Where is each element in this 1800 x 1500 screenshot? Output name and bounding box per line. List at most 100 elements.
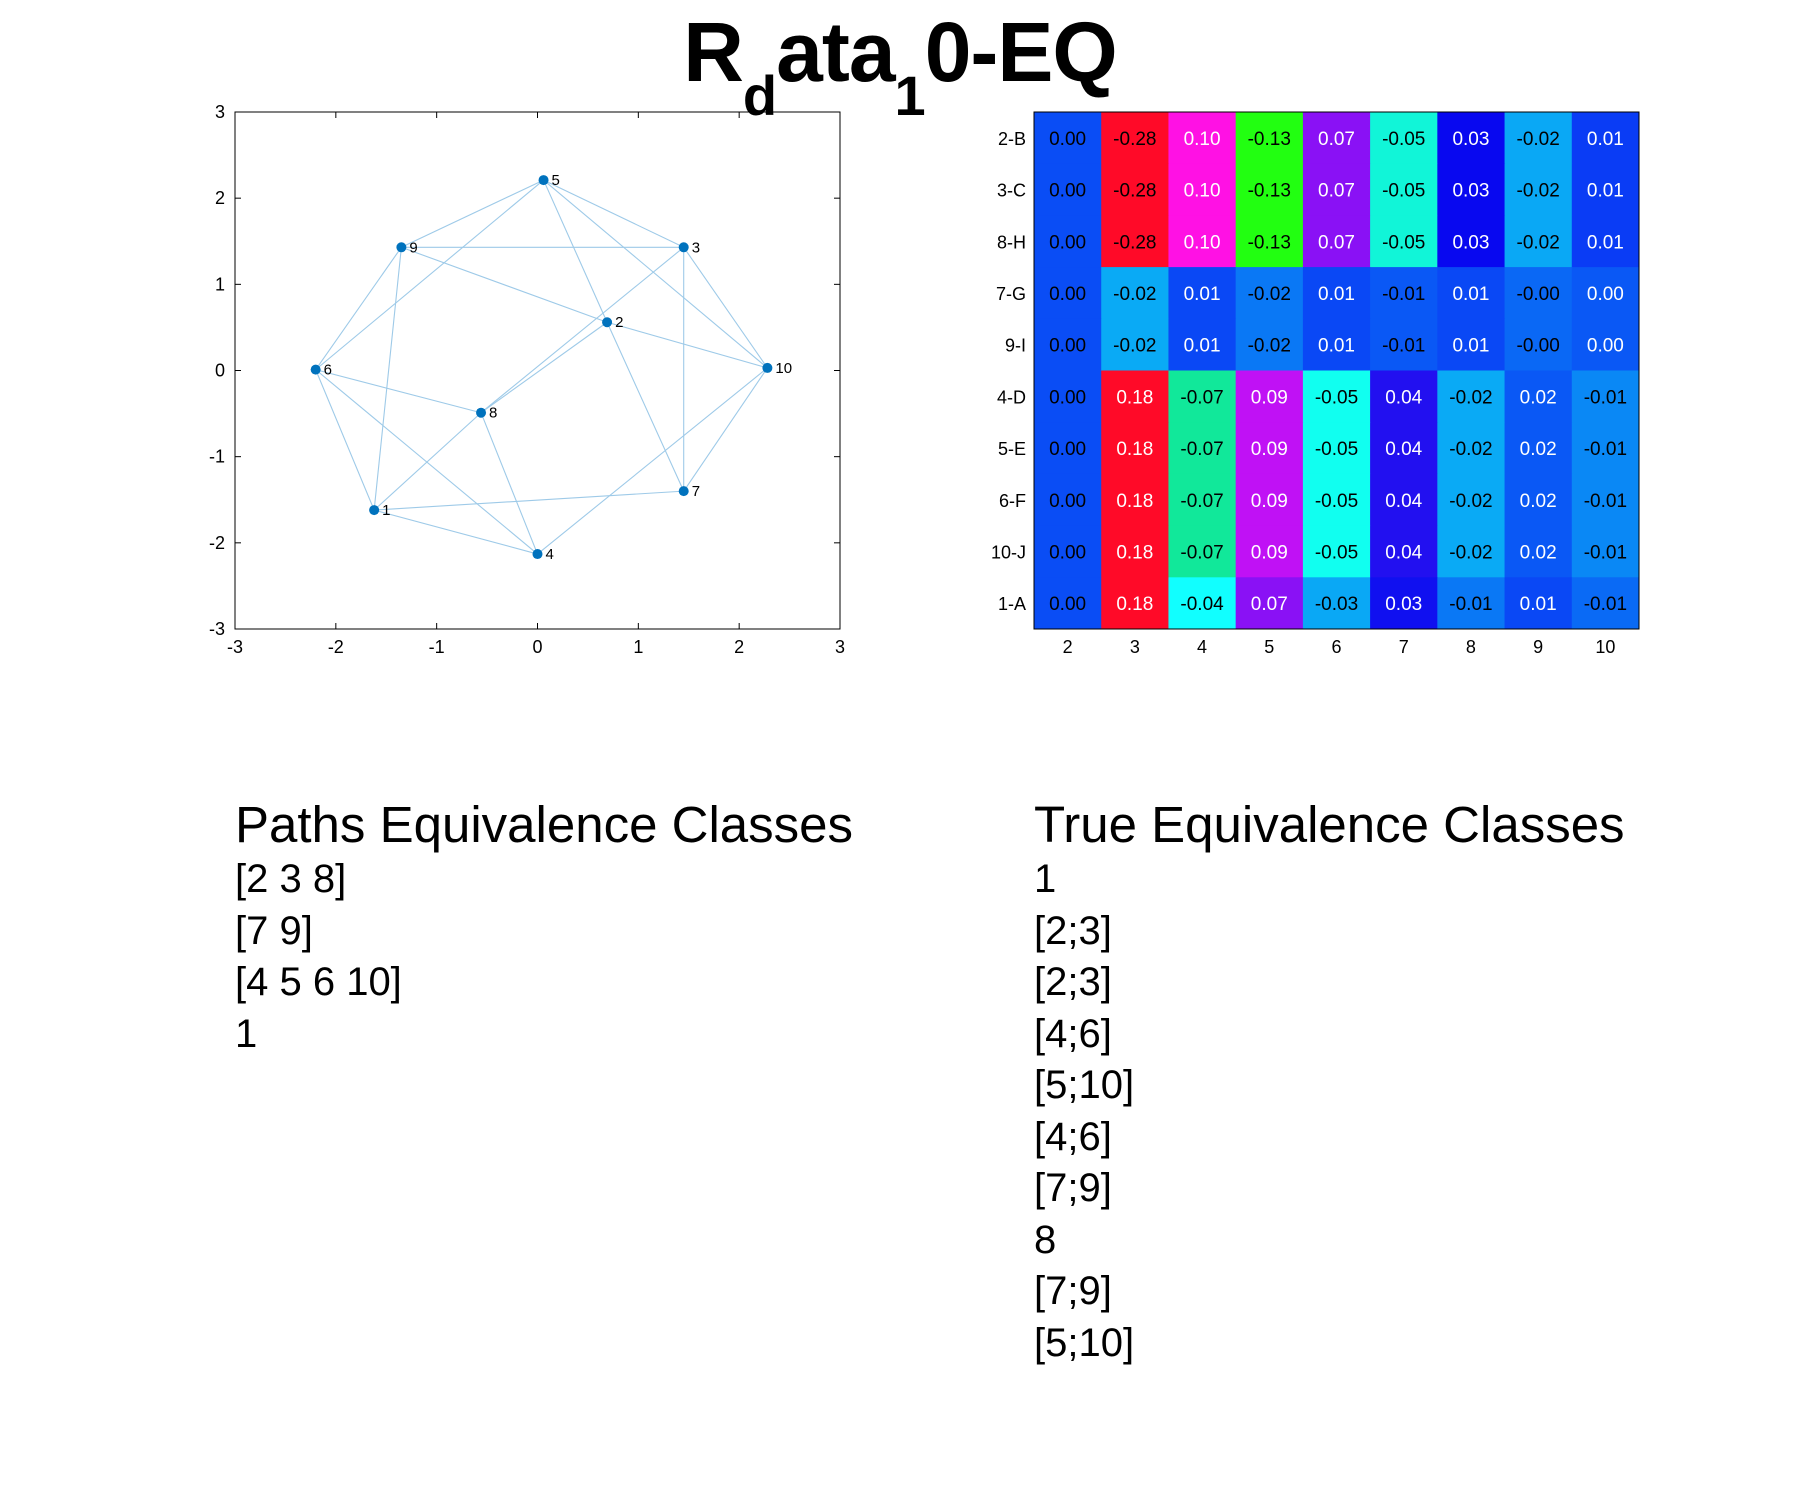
graph-edge-6-8 — [315, 369, 482, 414]
heatmap-cell — [1504, 163, 1573, 216]
heatmap-cell-value: -0.01 — [1584, 594, 1627, 615]
graph-edge-5-3 — [543, 179, 684, 248]
heatmap-cell — [1168, 422, 1237, 475]
heatmap-row-label: 4-D — [997, 387, 1026, 407]
graph-edge-5-2 — [543, 179, 608, 323]
heatmap-cell — [1504, 370, 1573, 423]
heatmap-col-label: 9 — [1533, 637, 1543, 657]
paths-class-entry: [4 5 6 10] — [235, 960, 402, 1004]
heatmap-cell-value: -0.07 — [1180, 387, 1223, 408]
heatmap-row-label: 10-J — [991, 542, 1026, 562]
heatmap-cell-value: 0.00 — [1049, 439, 1086, 460]
heatmap-cell — [1504, 525, 1573, 578]
heatmap-cell-value: 0.07 — [1318, 129, 1355, 150]
heatmap-cell — [1370, 163, 1438, 216]
heatmap-col-label: 8 — [1466, 637, 1476, 657]
heatmap-cell-value: 0.07 — [1251, 594, 1288, 615]
paths-class-entry: [7 9] — [235, 908, 313, 953]
heatmap-cell-value: -0.13 — [1248, 232, 1291, 253]
graph-edge-5-10 — [543, 179, 768, 369]
heatmap-cell — [1571, 318, 1640, 371]
heatmap-cell-value: -0.07 — [1180, 542, 1223, 563]
heatmap-cell-value: -0.05 — [1382, 129, 1425, 150]
true-equivalence-classes: True Equivalence Classes 1 [2;3] [2;3] [4;6… — [1034, 796, 1625, 1369]
true-classes-list: 1 [2;3] [2;3] [4;6] [5;10] [4;6] [7;9] 8 [7;9] [5… — [1034, 854, 1625, 1369]
heatmap-cell-value: -0.05 — [1382, 181, 1425, 202]
title-part: 0-EQ — [924, 5, 1118, 99]
heatmap-cell — [1302, 370, 1371, 423]
heatmap-cell-value: 0.18 — [1116, 387, 1153, 408]
graph-edge-1-7 — [374, 490, 684, 511]
heatmap-cell — [1571, 267, 1640, 320]
heatmap-cell-value: -0.02 — [1248, 336, 1291, 357]
heatmap-cell — [1370, 422, 1438, 475]
graph-node-1 — [369, 505, 380, 516]
heatmap-cell-value: 0.09 — [1251, 439, 1288, 460]
heatmap-cell — [1168, 215, 1237, 268]
heatmap-cell-value: -0.13 — [1248, 181, 1291, 202]
title-subscript: d — [742, 64, 777, 127]
graph-node-label: 7 — [692, 483, 700, 500]
graph-node-label: 9 — [409, 239, 417, 256]
graph-edge-3-10 — [683, 246, 768, 369]
heatmap-cell-value: 0.01 — [1318, 336, 1355, 357]
heatmap-cell-value: -0.28 — [1113, 232, 1156, 253]
heatmap-cell-value: -0.05 — [1315, 491, 1358, 512]
heatmap-cell — [1101, 525, 1169, 578]
graph-node-label: 3 — [692, 239, 700, 256]
y-tick-label: -3 — [209, 619, 225, 639]
graph-node-2 — [602, 317, 613, 328]
heatmap-cell — [1302, 318, 1371, 371]
x-tick-label: 2 — [734, 637, 744, 657]
true-class-entry: 8 — [1034, 1217, 1057, 1262]
graph-node-8 — [476, 407, 487, 418]
heatmap-cell-value: 0.07 — [1318, 181, 1355, 202]
heatmap-cell — [1034, 422, 1102, 475]
x-tick-label: 1 — [633, 637, 643, 657]
heatmap-cell-value: -0.02 — [1449, 542, 1492, 563]
heatmap-col-label: 2 — [1063, 637, 1073, 657]
heatmap-cell-value: -0.07 — [1180, 491, 1223, 512]
heatmap-cell — [1235, 525, 1304, 578]
heatmap-labels: 2-B 3-C 8-H 7-G 9-I 4-D 5-E 6-F 10-J 1-A 2 3 4 5 6 7 8 9 1… — [991, 129, 1615, 657]
heatmap-cell — [1370, 370, 1438, 423]
graph-node-label: 8 — [489, 405, 497, 422]
graph-edge-8-4 — [480, 412, 539, 555]
y-tick-label: 0 — [215, 361, 225, 381]
heatmap-cell-value: -0.01 — [1584, 439, 1627, 460]
heatmap-col-label: 6 — [1331, 637, 1341, 657]
heatmap-cell — [1101, 163, 1169, 216]
heatmap-cell-value: 0.01 — [1184, 284, 1221, 305]
heatmap-cell-value: 0.10 — [1184, 129, 1221, 150]
graph-node-7 — [678, 486, 689, 497]
heatmap-cell-value: 0.01 — [1452, 284, 1489, 305]
heatmap-cell — [1504, 215, 1573, 268]
heatmap-row-label: 8-H — [997, 232, 1026, 252]
heatmap-cell — [1168, 112, 1237, 165]
heatmap-cell — [1034, 267, 1102, 320]
heatmap-cell-value: -0.02 — [1517, 232, 1560, 253]
heatmap-cell — [1504, 577, 1573, 630]
heatmap-cell-value: 0.10 — [1184, 181, 1221, 202]
heatmap-cell-value: -0.02 — [1449, 439, 1492, 460]
graph-edge-2-7 — [606, 322, 685, 492]
heatmap-cell-value: -0.00 — [1517, 284, 1560, 305]
y-tick-label: 1 — [215, 274, 225, 294]
graph-node-9 — [396, 242, 407, 253]
heatmap-cell — [1504, 267, 1573, 320]
heatmap-cell-value: 0.10 — [1184, 232, 1221, 253]
heatmap-cell-value: 0.01 — [1184, 336, 1221, 357]
true-class-entry: 1 — [1034, 857, 1057, 901]
true-classes-heading: True Equivalence Classes — [1034, 796, 1625, 853]
y-tick-label: 3 — [215, 102, 225, 122]
heatmap-row-label: 9-I — [1005, 336, 1026, 356]
heatmap-cell-value: 0.03 — [1452, 129, 1489, 150]
heatmap-cell-value: 0.00 — [1049, 542, 1086, 563]
heatmap-cell-value: 0.00 — [1049, 594, 1086, 615]
heatmap-cell-value: 0.18 — [1116, 542, 1153, 563]
graph-node-label: 10 — [775, 360, 792, 377]
heatmap-cell — [1101, 473, 1169, 527]
heatmap-cell — [1168, 525, 1237, 578]
heatmap-cell-value: 0.00 — [1049, 284, 1086, 305]
x-tick-label: 0 — [532, 637, 542, 657]
